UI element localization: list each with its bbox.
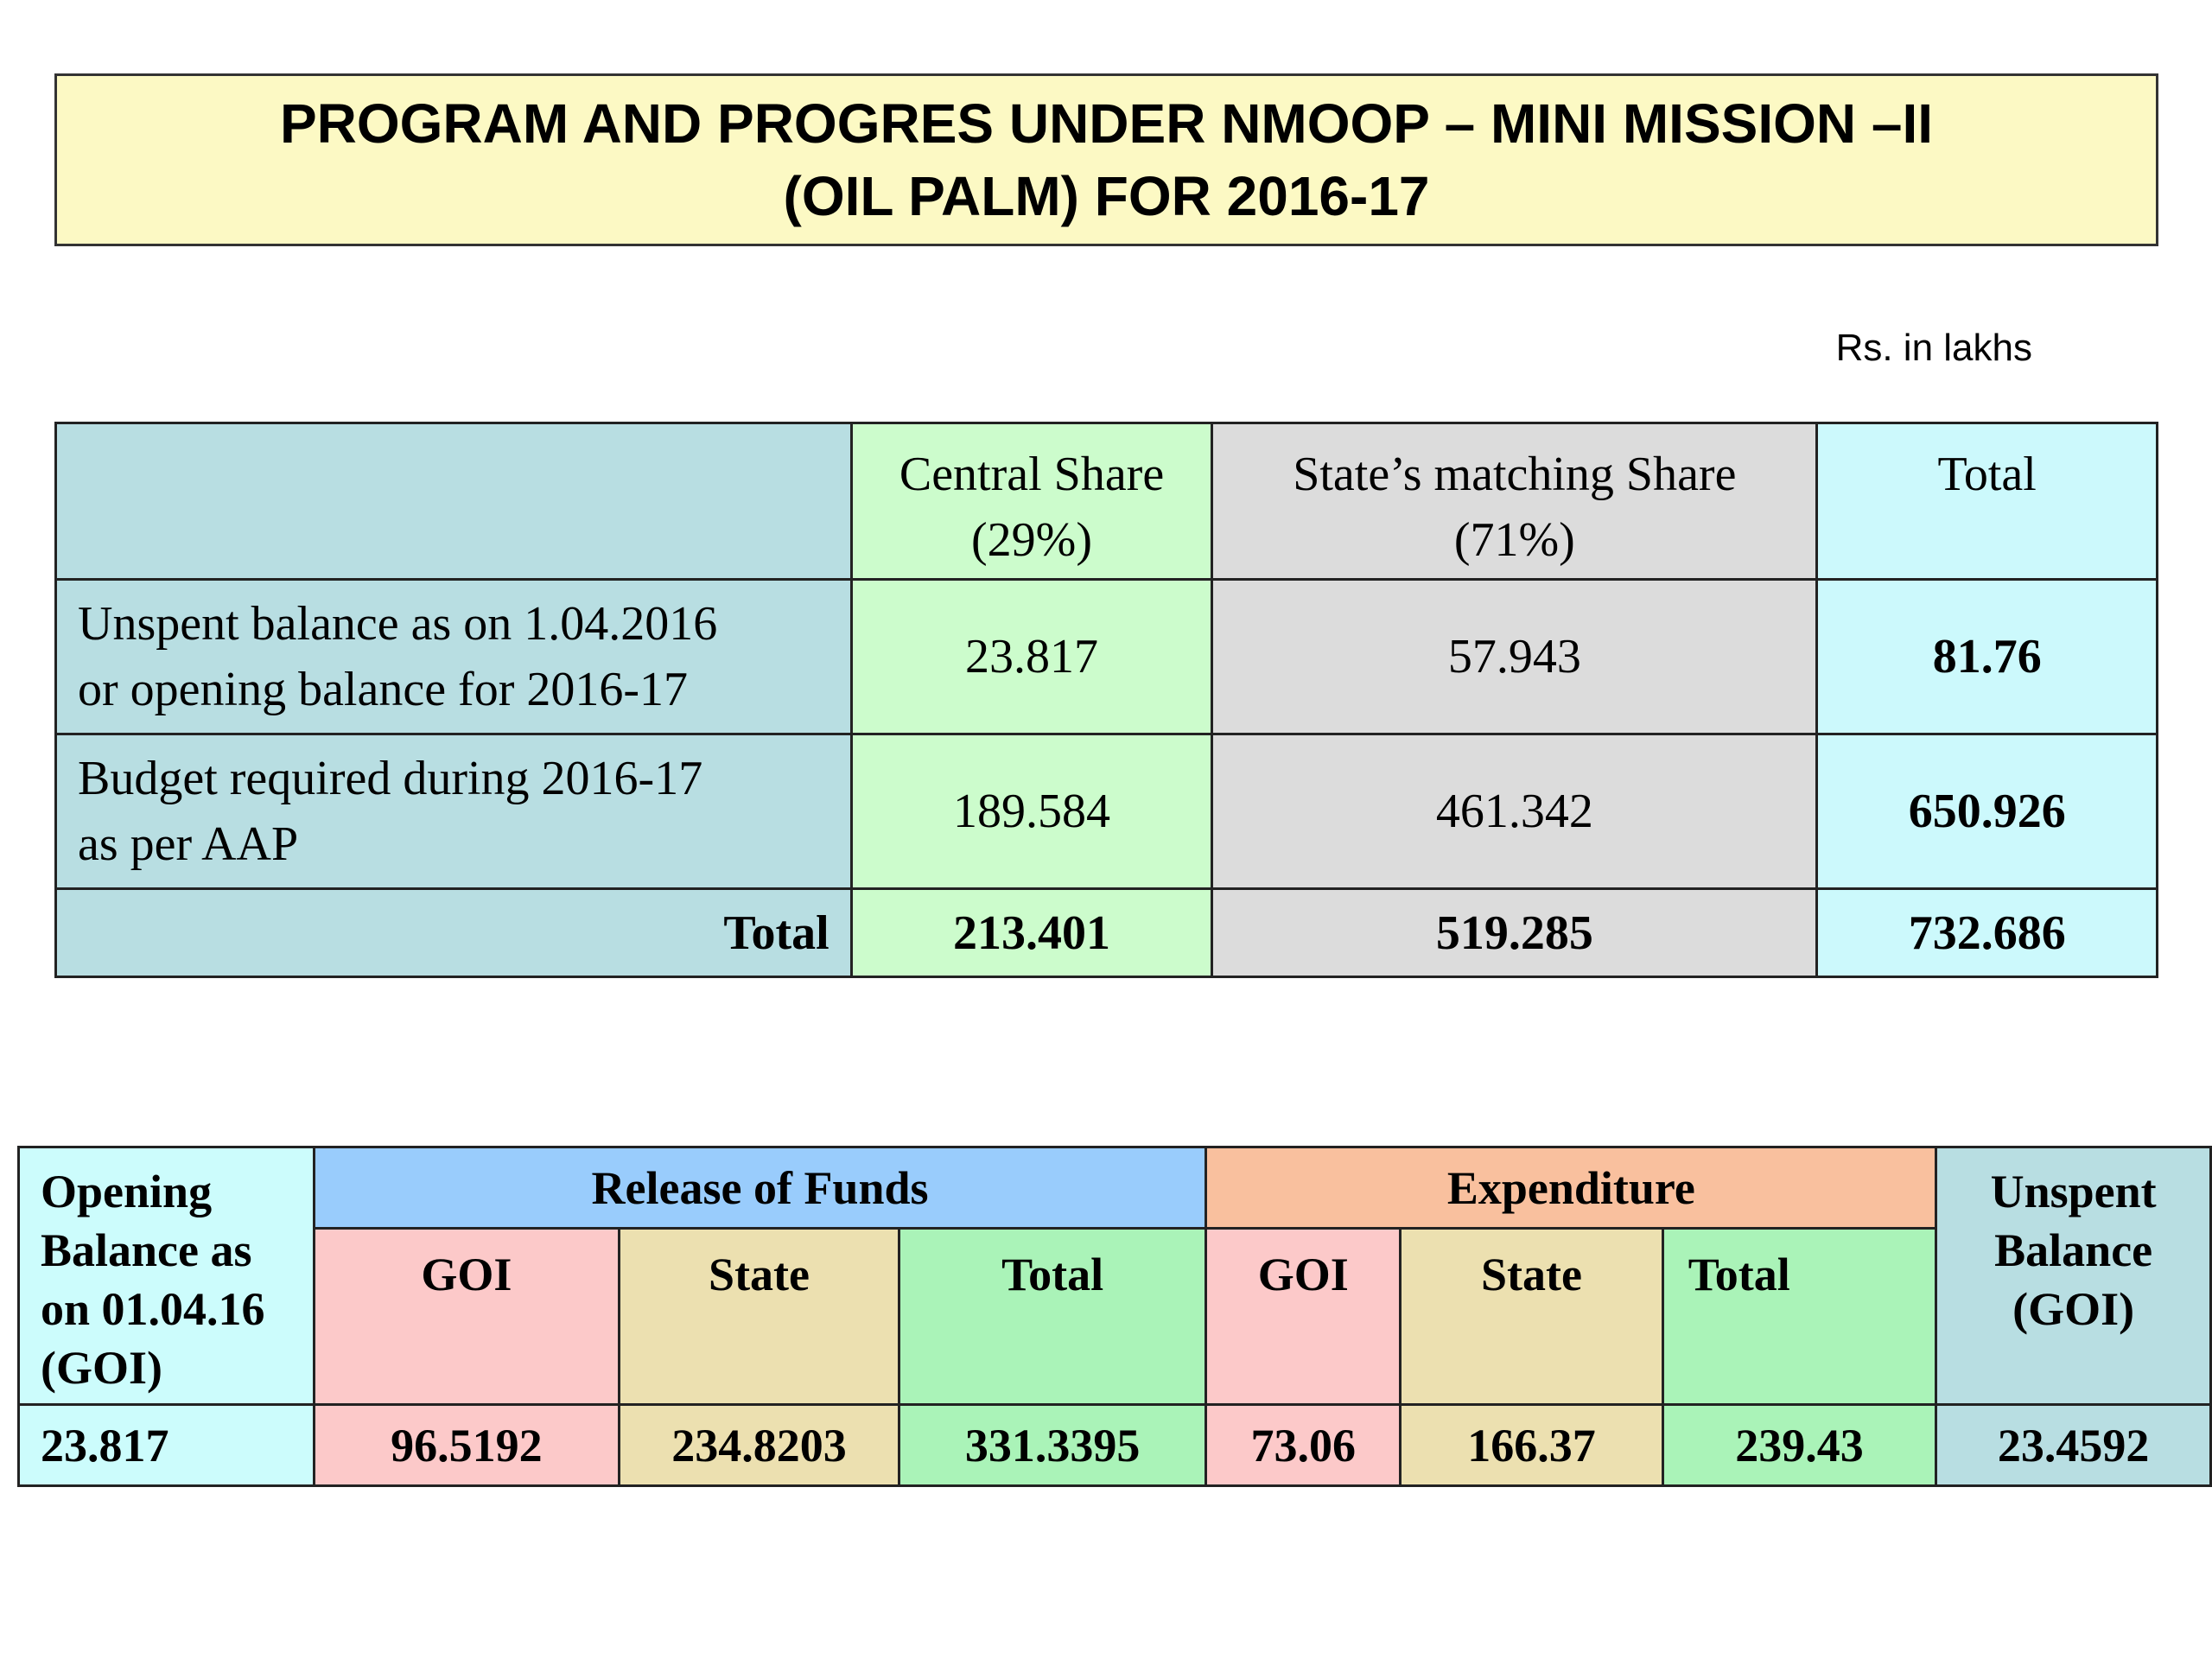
sub-header-row: GOI State Total GOI State Total xyxy=(19,1227,2211,1406)
units-note: Rs. in lakhs xyxy=(1835,327,2032,369)
share-table-header-row: Central Share (29%) State’s matching Sha… xyxy=(54,422,2158,581)
row-label-budget-required: Budget required during 2016-17 as per AA… xyxy=(54,733,853,890)
release-total-header: Total xyxy=(897,1227,1208,1406)
title-line-2: (OIL PALM) FOR 2016-17 xyxy=(783,165,1430,227)
expenditure-total-header: Total xyxy=(1661,1227,1938,1406)
expenditure-state-header: State xyxy=(1399,1227,1664,1406)
expenditure-goi-value: 73.06 xyxy=(1205,1403,1402,1487)
grand-total: 732.686 xyxy=(1815,887,2158,978)
state-share-header: State’s matching Share (71%) xyxy=(1211,422,1819,581)
share-table: Central Share (29%) State’s matching Sha… xyxy=(54,422,2158,978)
row-label-unspent-balance: Unspent balance as on 1.04.2016 or openi… xyxy=(54,578,853,735)
opening-balance-value: 23.817 xyxy=(17,1403,315,1487)
central-share-header: Central Share (29%) xyxy=(849,422,1214,581)
page-title: PROGRAM AND PROGRES UNDER NMOOP – MINI M… xyxy=(54,73,2158,246)
total-value: 650.926 xyxy=(1815,733,2158,890)
release-state-value: 234.8203 xyxy=(618,1403,900,1487)
release-expenditure-table: Opening Balance as on 01.04.16 (GOI) Rel… xyxy=(17,1146,2212,1487)
total-value: 81.76 xyxy=(1815,578,2158,735)
release-goi-header: GOI xyxy=(312,1227,621,1406)
release-total-value: 331.3395 xyxy=(897,1403,1208,1487)
central-value: 23.817 xyxy=(849,578,1214,735)
expenditure-state-value: 166.37 xyxy=(1399,1403,1664,1487)
title-line-1: PROGRAM AND PROGRES UNDER NMOOP – MINI M… xyxy=(279,92,1934,155)
unspent-balance-value: 23.4592 xyxy=(1935,1403,2212,1487)
group-header-row: Opening Balance as on 01.04.16 (GOI) Rel… xyxy=(17,1146,2212,1406)
central-total: 213.401 xyxy=(849,887,1214,978)
release-state-header: State xyxy=(618,1227,900,1406)
share-table-corner-cell xyxy=(54,422,853,581)
total-row-label: Total xyxy=(54,887,853,978)
expenditure-total-value: 239.43 xyxy=(1661,1403,1938,1487)
state-value: 57.943 xyxy=(1211,578,1819,735)
state-value: 461.342 xyxy=(1211,733,1819,890)
total-header: Total xyxy=(1815,422,2158,581)
state-total: 519.285 xyxy=(1211,887,1819,978)
central-value: 189.584 xyxy=(849,733,1214,890)
release-of-funds-header: Release of Funds xyxy=(312,1146,1208,1230)
total-row: Total 213.401 519.285 732.686 xyxy=(54,887,2158,978)
unspent-balance-header: Unspent Balance (GOI) xyxy=(1935,1146,2212,1406)
release-goi-value: 96.5192 xyxy=(312,1403,621,1487)
table-row: Budget required during 2016-17 as per AA… xyxy=(54,733,2158,890)
expenditure-goi-header: GOI xyxy=(1205,1227,1402,1406)
table-row: Unspent balance as on 1.04.2016 or openi… xyxy=(54,578,2158,735)
table-row: 23.817 96.5192 234.8203 331.3395 73.06 1… xyxy=(17,1403,2212,1487)
expenditure-header: Expenditure xyxy=(1205,1146,1938,1230)
opening-balance-header: Opening Balance as on 01.04.16 (GOI) xyxy=(17,1146,315,1406)
